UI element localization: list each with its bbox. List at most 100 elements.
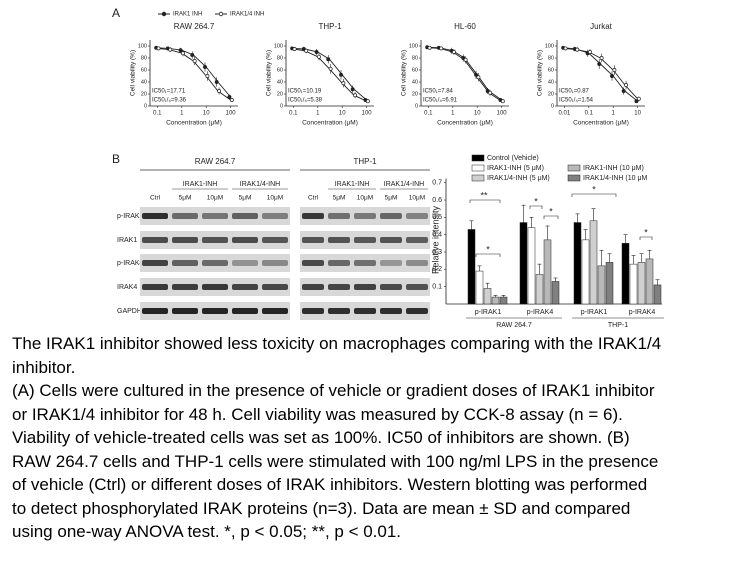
y-tick-label: 0.3 (432, 249, 442, 256)
blot-band (202, 237, 228, 243)
point (339, 72, 343, 77)
bar (605, 262, 614, 305)
x-axis-label: Concentration (μM) (573, 120, 629, 127)
x-tick-label: 100 (497, 111, 508, 117)
point (612, 68, 617, 72)
bar (573, 222, 582, 305)
y-tick-label: 0.4 (432, 232, 442, 239)
lane-label: 10μM (357, 195, 373, 202)
point (599, 56, 604, 60)
y-tick-label: 60 (141, 67, 147, 73)
point (597, 62, 602, 66)
significance-bracket (543, 215, 559, 219)
y-tick-label: 0.1 (432, 284, 442, 291)
point (217, 89, 222, 93)
blot-band (172, 260, 198, 266)
y-tick-label: 0.5 (432, 214, 442, 221)
y-axis-label: Cell viability (%) (266, 50, 273, 96)
chart-title: THP-1 (318, 22, 342, 31)
blot-band (172, 308, 198, 314)
y-tick-label: 100 (274, 43, 283, 49)
point (229, 98, 234, 102)
blot-band (354, 237, 376, 243)
significance-bracket (571, 193, 617, 197)
bar (645, 258, 654, 305)
significance: * (644, 227, 648, 237)
blot-band (202, 308, 228, 314)
point (205, 74, 210, 78)
y-tick-label: 40 (548, 79, 554, 85)
blot-band (232, 260, 258, 266)
panel-label: B (112, 152, 120, 166)
blot-band (232, 308, 258, 314)
blot-band (142, 308, 168, 314)
point (181, 51, 185, 56)
point (326, 57, 331, 62)
point (341, 81, 346, 86)
x-tick-label: 100 (226, 111, 237, 117)
significance: * (486, 244, 490, 254)
blot-band (328, 213, 350, 219)
y-tick-label: 60 (548, 67, 554, 73)
x-tick-label: 10 (634, 111, 641, 117)
x-axis-label: Concentration (μM) (166, 120, 222, 127)
group-label: THP-1 (608, 322, 628, 329)
blot-band (406, 308, 428, 314)
legend-label: Control (Vehicle) (487, 155, 539, 162)
y-axis-label: Cell viability (%) (401, 50, 408, 96)
significance: ** (480, 190, 488, 200)
chart-title: RAW 264.7 (174, 22, 215, 31)
blot-band (302, 213, 324, 219)
ic50-label: IC50₁/₄=1.54 (559, 98, 594, 104)
blot-band (328, 237, 350, 243)
point (328, 66, 333, 71)
x-tick-label: p-IRAK1 (581, 309, 608, 316)
point (588, 50, 592, 54)
y-tick-label: 0.7 (432, 180, 442, 187)
panel-label: A (112, 6, 120, 20)
blot-band (302, 260, 324, 266)
point (476, 75, 481, 80)
y-tick-label: 0 (144, 103, 147, 109)
legend-marker (218, 11, 224, 17)
x-tick-label: 10 (474, 111, 481, 117)
point (156, 46, 161, 51)
legend-marker (161, 11, 167, 17)
point (214, 80, 219, 84)
significance-bracket (529, 205, 543, 209)
y-tick-label: 60 (277, 67, 283, 73)
point (427, 45, 432, 50)
x-tick-label: 1 (451, 111, 455, 117)
caption-line: of vehicle (Ctrl) or different doses of … (12, 475, 648, 494)
blot-band (172, 237, 198, 243)
y-tick-label: 20 (277, 91, 283, 97)
caption-line: Viability of vehicle-treated cells was s… (12, 428, 630, 447)
bar (467, 229, 476, 305)
bar (551, 281, 560, 305)
blot-band (354, 284, 376, 290)
lane-label: 10μM (409, 195, 425, 202)
blot-row-label: IRAK1 (117, 237, 137, 244)
point (636, 96, 641, 101)
y-tick-label: 40 (277, 79, 283, 85)
point (227, 95, 232, 99)
x-tick-label: 0.1 (424, 111, 433, 117)
lane-label: 10μM (267, 195, 283, 202)
blot-band (406, 284, 428, 290)
caption-line: The IRAK1 inhibitor showed less toxicity… (12, 334, 662, 353)
blot-band (406, 213, 428, 219)
lane-label: 5μM (333, 195, 346, 202)
bar (621, 243, 630, 305)
blot-band (380, 284, 402, 290)
x-tick-label: 0.01 (559, 111, 571, 117)
x-tick-label: 0.1 (585, 111, 594, 117)
legend-label: IRAK1/4 INH (230, 12, 264, 18)
lane-label: Ctrl (308, 195, 319, 202)
point (452, 50, 456, 54)
group-label: RAW 264.7 (496, 322, 532, 329)
blot-band (262, 237, 288, 243)
y-tick-label: 0.2 (432, 266, 442, 273)
blot-band (202, 260, 228, 266)
blot-band (232, 237, 258, 243)
blot-band (354, 213, 376, 219)
